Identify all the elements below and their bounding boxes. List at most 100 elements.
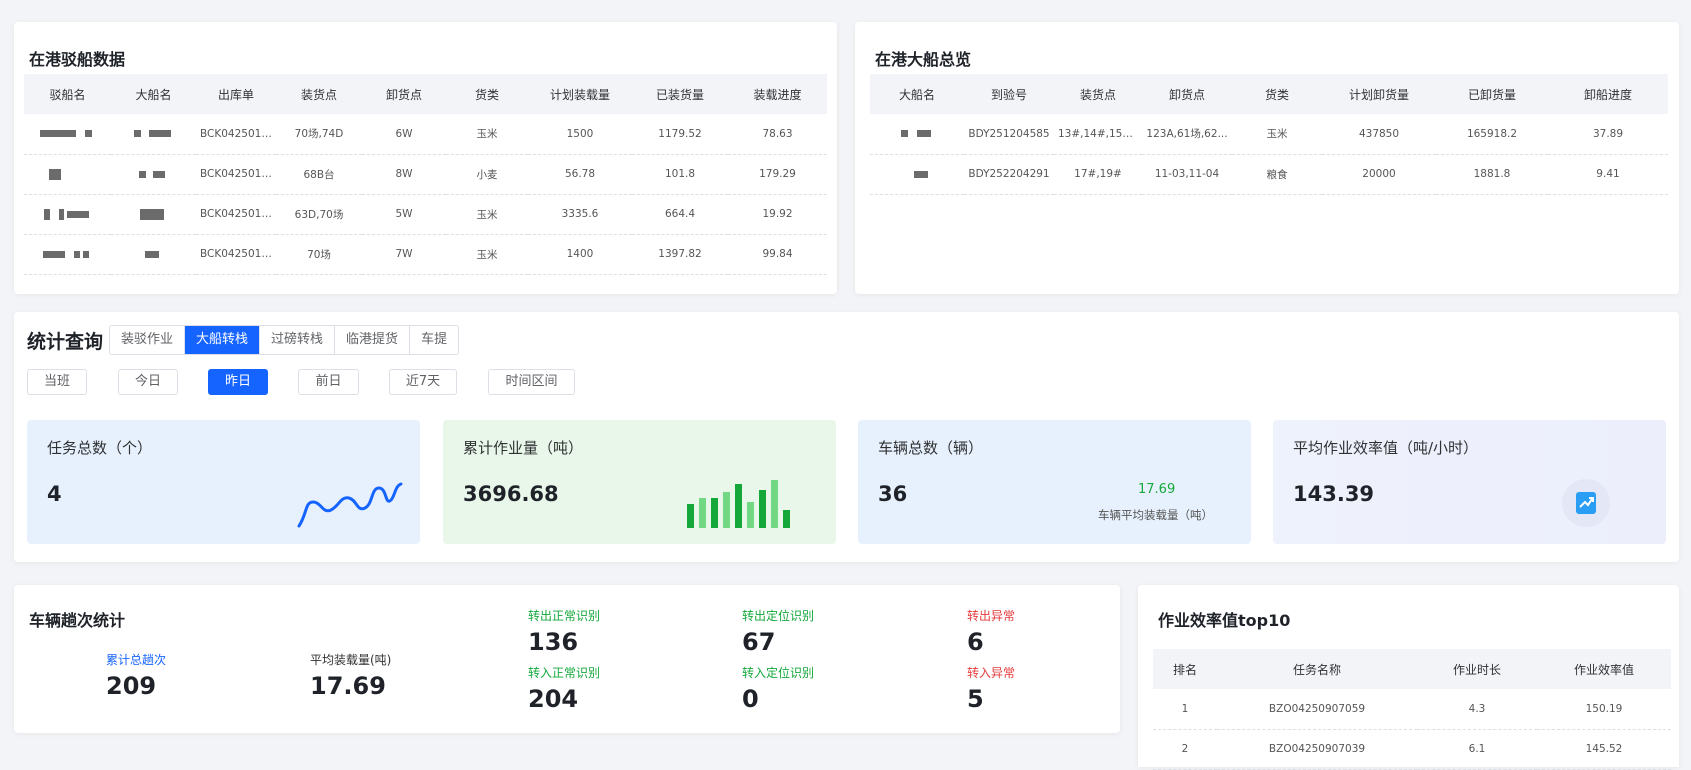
in-normal-label: 转入正常识别 (528, 666, 601, 680)
top10-panel: 作业效率值top10 排名 任务名称 作业时长 作业效率值 1 BZO04250… (1138, 585, 1679, 770)
cell-rank: 2 (1153, 729, 1217, 770)
col-header: 卸货点 (362, 74, 446, 114)
cell-order: BCK0425015... (196, 194, 276, 235)
trend-chart-icon (1562, 479, 1610, 527)
wave-line-icon (297, 482, 403, 528)
cell-progress: 9.41 (1548, 154, 1668, 195)
cell-unloaded: 165918.2 (1436, 114, 1548, 155)
ship-table-header: 大船名 到验号 装货点 卸货点 货类 计划卸货量 已卸货量 卸船进度 (870, 74, 1668, 114)
cell-unloaded: 1881.8 (1436, 154, 1548, 195)
cell-task-name: BZO04250907039 (1217, 729, 1417, 770)
cell-duration: 4.3 (1417, 689, 1537, 730)
redacted-cell (111, 194, 196, 235)
cell-plan: 20000 (1322, 154, 1436, 195)
redacted-cell (111, 114, 196, 155)
tab-ship-transfer[interactable]: 大船转栈 (185, 326, 261, 354)
card-vehicle-count: 车辆总数（辆） 36 17.69 车辆平均装载量（吨） (858, 420, 1251, 544)
cell-progress: 37.89 (1548, 114, 1668, 155)
range-yesterday[interactable]: 昨日 (208, 369, 268, 395)
card-task-count: 任务总数（个） 4 (27, 420, 420, 544)
out-locate-value: 67 (742, 628, 776, 656)
tab-weigh-transfer[interactable]: 过磅转栈 (260, 326, 336, 354)
range-current-shift[interactable]: 当班 (27, 369, 87, 395)
redacted-cell (870, 154, 964, 195)
table-row[interactable]: 2 BZO04250907039 6.1 145.52 (1153, 729, 1671, 770)
col-header: 已装货量 (632, 74, 728, 114)
cell-loaded: 664.4 (632, 194, 728, 235)
cell-rank: 1 (1153, 689, 1217, 730)
out-normal-value: 136 (528, 628, 579, 656)
card-avg-efficiency: 平均作业效率值（吨/小时） 143.39 (1273, 420, 1666, 544)
range-day-before[interactable]: 前日 (298, 369, 359, 395)
cell-cargo: 玉米 (1232, 114, 1322, 155)
col-header: 大船名 (111, 74, 196, 114)
tab-barge-loading[interactable]: 装驳作业 (110, 326, 186, 354)
redacted-cell (24, 114, 111, 155)
cell-cargo: 玉米 (446, 114, 528, 155)
col-header: 排名 (1153, 649, 1217, 689)
cell-efficiency: 145.52 (1537, 729, 1671, 770)
tab-port-pickup[interactable]: 临港提货 (335, 326, 411, 354)
in-abnormal-label: 转入异常 (967, 666, 1016, 680)
tab-truck-pickup[interactable]: 车提 (410, 326, 459, 354)
redacted-cell (870, 114, 964, 155)
table-row[interactable]: BDY251204585 13#,14#,15#,1... 123A,61场,6… (870, 114, 1668, 155)
cell-load: 70场 (276, 234, 362, 275)
out-locate-label: 转出定位识别 (742, 609, 815, 623)
cell-progress: 179.29 (728, 154, 827, 195)
cell-order: BCK0425015... (196, 234, 276, 275)
cell-load: 17#,19# (1054, 154, 1142, 195)
barge-panel: 在港驳船数据 驳船名 大船名 出库单 装货点 卸货点 货类 计划装载量 已装货量… (14, 22, 837, 294)
bar-chart-icon (687, 480, 790, 528)
cell-load: 70场,74D (276, 114, 362, 155)
range-last-7-days[interactable]: 近7天 (389, 369, 457, 395)
cell-order: BCK0425011... (196, 154, 276, 195)
cell-plan: 437850 (1322, 114, 1436, 155)
cell-unload: 123A,61场,62... (1142, 114, 1232, 155)
ship-panel-title: 在港大船总览 (875, 50, 972, 69)
cell-unload: 11-03,11-04 (1142, 154, 1232, 195)
cell-unload: 5W (362, 194, 446, 235)
table-row[interactable]: BDY252204291 17#,19# 11-03,11-04 粮食 2000… (870, 154, 1668, 195)
card-value: 36 (878, 482, 908, 506)
redacted-cell (111, 234, 196, 275)
range-today[interactable]: 今日 (118, 369, 178, 395)
in-locate-label: 转入定位识别 (742, 666, 815, 680)
out-abnormal-label: 转出异常 (967, 609, 1016, 623)
col-header: 到验号 (964, 74, 1054, 114)
avg-load-label: 车辆平均装载量（吨） (1098, 508, 1213, 522)
cell-arrival: BDY252204291 (964, 154, 1054, 195)
table-row[interactable]: BCK0425015... 70场,74D 6W 玉米 1500 1179.52… (24, 114, 827, 155)
stats-title: 统计查询 (27, 331, 104, 353)
cell-unload: 8W (362, 154, 446, 195)
cell-duration: 6.1 (1417, 729, 1537, 770)
cell-cargo: 小麦 (446, 154, 528, 195)
cell-arrival: BDY251204585 (964, 114, 1054, 155)
cell-loaded: 1179.52 (632, 114, 728, 155)
col-header: 作业效率值 (1537, 649, 1671, 689)
in-locate-value: 0 (742, 685, 759, 713)
stats-tabs: 装驳作业 大船转栈 过磅转栈 临港提货 车提 (109, 325, 460, 355)
table-row[interactable]: BCK0425011... 68B台 8W 小麦 56.78 101.8 179… (24, 154, 827, 195)
card-total-volume: 累计作业量（吨） 3696.68 (443, 420, 836, 544)
col-header: 装货点 (276, 74, 362, 114)
col-header: 任务名称 (1217, 649, 1417, 689)
cell-progress: 78.63 (728, 114, 827, 155)
trip-panel: 车辆趟次统计 累计总趟次 209 平均装载量(吨) 17.69 转出正常识别 1… (14, 585, 1120, 733)
card-label: 平均作业效率值（吨/小时） (1293, 439, 1479, 457)
cell-order: BCK0425015... (196, 114, 276, 155)
col-header: 大船名 (870, 74, 964, 114)
cell-loaded: 1397.82 (632, 234, 728, 275)
barge-panel-title: 在港驳船数据 (29, 50, 126, 69)
cell-progress: 19.92 (728, 194, 827, 235)
range-custom[interactable]: 时间区间 (488, 369, 575, 395)
card-label: 车辆总数（辆） (878, 439, 984, 457)
table-row[interactable]: BCK0425015... 70场 7W 玉米 1400 1397.82 99.… (24, 234, 827, 275)
table-row[interactable]: 1 BZO04250907059 4.3 150.19 (1153, 689, 1671, 730)
table-row[interactable]: BCK0425015... 63D,70场 5W 玉米 3335.6 664.4… (24, 194, 827, 235)
ship-panel: 在港大船总览 大船名 到验号 装货点 卸货点 货类 计划卸货量 已卸货量 卸船进… (855, 22, 1679, 294)
top10-table: 排名 任务名称 作业时长 作业效率值 1 BZO04250907059 4.3 … (1153, 649, 1671, 770)
cell-cargo: 玉米 (446, 234, 528, 275)
cell-task-name: BZO04250907059 (1217, 689, 1417, 730)
card-label: 累计作业量（吨） (463, 439, 584, 457)
